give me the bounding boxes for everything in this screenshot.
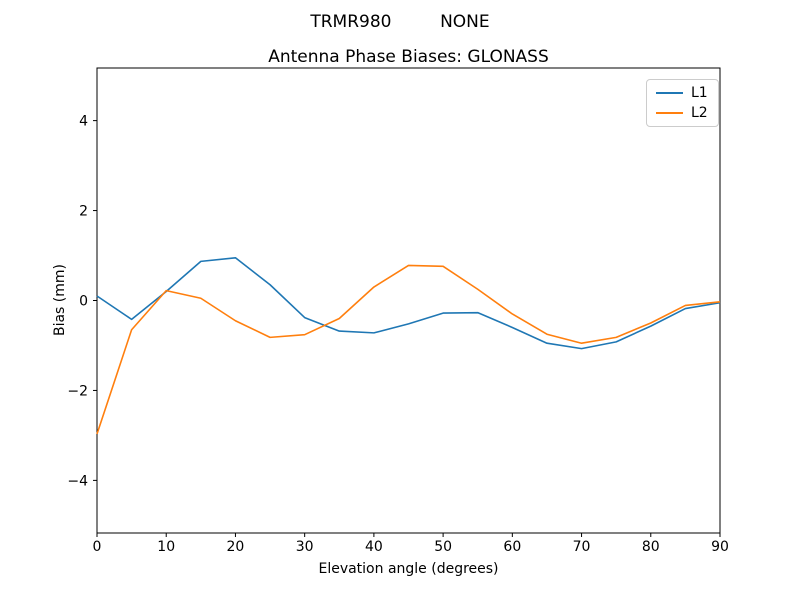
y-tick-label: 0 — [79, 294, 88, 310]
x-tick-label: 40 — [365, 539, 383, 555]
x-axis-label: Elevation angle (degrees) — [318, 561, 499, 577]
l2-line-swatch — [656, 112, 683, 114]
y-tick-label: 4 — [79, 114, 88, 130]
x-tick-label: 30 — [296, 539, 314, 555]
y-tick-label: −2 — [67, 383, 88, 399]
legend-label-l2: L2 — [691, 105, 708, 121]
series-line-l2 — [96, 264, 721, 435]
x-tick-label: 50 — [434, 539, 452, 555]
axes-spines — [96, 67, 721, 534]
y-axis-label: Bias (mm) — [52, 263, 68, 337]
legend-item-l2: L2 — [656, 106, 708, 120]
x-tick-label: 0 — [93, 539, 102, 555]
figure-suptitle: TRMR980 NONE — [310, 12, 490, 32]
legend: L1 L2 — [646, 79, 719, 127]
legend-label-l1: L1 — [691, 85, 708, 101]
series-line-l1 — [96, 256, 721, 350]
x-tick-label: 60 — [503, 539, 521, 555]
legend-item-l1: L1 — [656, 86, 708, 100]
x-tick-label: 70 — [573, 539, 591, 555]
y-tick-label: 2 — [79, 204, 88, 220]
l1-line-swatch — [656, 92, 683, 94]
x-tick-label: 80 — [642, 539, 660, 555]
x-tick-label: 20 — [227, 539, 245, 555]
x-tick-label: 90 — [711, 539, 729, 555]
y-tick-label: −4 — [67, 473, 88, 489]
x-tick-label: 10 — [157, 539, 175, 555]
axes-title: Antenna Phase Biases: GLONASS — [268, 47, 549, 67]
